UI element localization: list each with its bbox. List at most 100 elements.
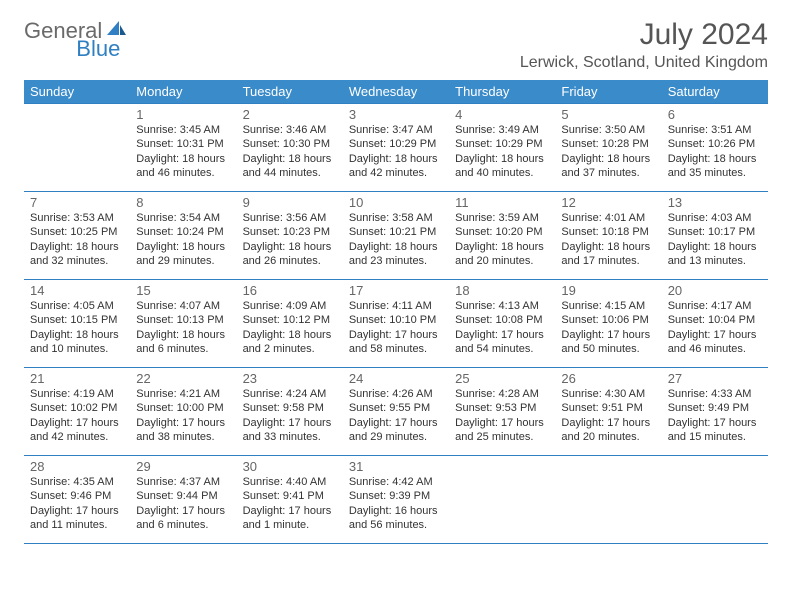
calendar-week-row: 28Sunrise: 4:35 AMSunset: 9:46 PMDayligh… xyxy=(24,456,768,544)
day-info-line: Daylight: 17 hours xyxy=(243,416,337,430)
weekday-header: Thursday xyxy=(449,80,555,104)
day-number: 21 xyxy=(30,371,124,386)
day-info-line: Daylight: 17 hours xyxy=(136,416,230,430)
day-info-line: Sunset: 9:39 PM xyxy=(349,489,443,503)
day-info: Sunrise: 4:15 AMSunset: 10:06 PMDaylight… xyxy=(561,299,655,356)
day-number: 26 xyxy=(561,371,655,386)
calendar-day-cell: 26Sunrise: 4:30 AMSunset: 9:51 PMDayligh… xyxy=(555,368,661,456)
day-number: 13 xyxy=(668,195,762,210)
day-info-line: Sunrise: 3:56 AM xyxy=(243,211,337,225)
day-info-line: Sunset: 10:18 PM xyxy=(561,225,655,239)
day-number: 28 xyxy=(30,459,124,474)
day-info-line: Daylight: 18 hours xyxy=(243,328,337,342)
day-info-line: and 50 minutes. xyxy=(561,342,655,356)
day-info-line: Daylight: 17 hours xyxy=(30,416,124,430)
day-info-line: Daylight: 18 hours xyxy=(561,240,655,254)
day-info-line: and 37 minutes. xyxy=(561,166,655,180)
calendar-table: SundayMondayTuesdayWednesdayThursdayFrid… xyxy=(24,80,768,544)
day-info: Sunrise: 3:54 AMSunset: 10:24 PMDaylight… xyxy=(136,211,230,268)
day-info-line: and 56 minutes. xyxy=(349,518,443,532)
day-info-line: Sunset: 10:12 PM xyxy=(243,313,337,327)
calendar-week-row: 7Sunrise: 3:53 AMSunset: 10:25 PMDayligh… xyxy=(24,192,768,280)
day-info: Sunrise: 4:19 AMSunset: 10:02 PMDaylight… xyxy=(30,387,124,444)
day-info-line: and 26 minutes. xyxy=(243,254,337,268)
day-info-line: Sunset: 10:17 PM xyxy=(668,225,762,239)
day-info-line: Sunset: 9:44 PM xyxy=(136,489,230,503)
day-info-line: Sunrise: 4:03 AM xyxy=(668,211,762,225)
location-subtitle: Lerwick, Scotland, United Kingdom xyxy=(520,54,768,72)
day-info-line: Sunset: 10:31 PM xyxy=(136,137,230,151)
day-info-line: Sunrise: 4:05 AM xyxy=(30,299,124,313)
calendar-day-cell: 31Sunrise: 4:42 AMSunset: 9:39 PMDayligh… xyxy=(343,456,449,544)
day-info-line: Sunrise: 4:11 AM xyxy=(349,299,443,313)
calendar-day-cell: 4Sunrise: 3:49 AMSunset: 10:29 PMDayligh… xyxy=(449,104,555,192)
day-info-line: Daylight: 18 hours xyxy=(561,152,655,166)
day-info-line: Sunset: 10:08 PM xyxy=(455,313,549,327)
day-info-line: and 29 minutes. xyxy=(136,254,230,268)
calendar-day-cell: 23Sunrise: 4:24 AMSunset: 9:58 PMDayligh… xyxy=(237,368,343,456)
day-info-line: Sunset: 10:13 PM xyxy=(136,313,230,327)
day-info-line: Sunrise: 3:54 AM xyxy=(136,211,230,225)
day-info-line: Sunset: 10:04 PM xyxy=(668,313,762,327)
day-info: Sunrise: 4:01 AMSunset: 10:18 PMDaylight… xyxy=(561,211,655,268)
day-info-line: Sunset: 9:55 PM xyxy=(349,401,443,415)
day-info-line: Sunset: 10:29 PM xyxy=(349,137,443,151)
day-number: 31 xyxy=(349,459,443,474)
day-info: Sunrise: 4:21 AMSunset: 10:00 PMDaylight… xyxy=(136,387,230,444)
month-title: July 2024 xyxy=(520,18,768,52)
calendar-day-cell: 16Sunrise: 4:09 AMSunset: 10:12 PMDaylig… xyxy=(237,280,343,368)
calendar-week-row: 1Sunrise: 3:45 AMSunset: 10:31 PMDayligh… xyxy=(24,104,768,192)
weekday-header: Sunday xyxy=(24,80,130,104)
day-info-line: Sunset: 10:25 PM xyxy=(30,225,124,239)
day-info-line: and 58 minutes. xyxy=(349,342,443,356)
day-info-line: Daylight: 18 hours xyxy=(243,152,337,166)
day-info-line: and 33 minutes. xyxy=(243,430,337,444)
brand-logo: General Blue xyxy=(24,18,176,44)
day-info-line: Sunrise: 4:35 AM xyxy=(30,475,124,489)
day-info: Sunrise: 3:46 AMSunset: 10:30 PMDaylight… xyxy=(243,123,337,180)
day-info-line: Daylight: 16 hours xyxy=(349,504,443,518)
day-info-line: and 6 minutes. xyxy=(136,342,230,356)
day-info: Sunrise: 4:30 AMSunset: 9:51 PMDaylight:… xyxy=(561,387,655,444)
day-info-line: and 32 minutes. xyxy=(30,254,124,268)
day-info-line: Sunrise: 4:24 AM xyxy=(243,387,337,401)
day-number: 15 xyxy=(136,283,230,298)
day-info: Sunrise: 4:28 AMSunset: 9:53 PMDaylight:… xyxy=(455,387,549,444)
day-info-line: Sunset: 10:28 PM xyxy=(561,137,655,151)
day-info-line: Sunset: 10:00 PM xyxy=(136,401,230,415)
day-number: 11 xyxy=(455,195,549,210)
day-info-line: Sunset: 9:41 PM xyxy=(243,489,337,503)
day-info-line: Daylight: 18 hours xyxy=(136,240,230,254)
day-info-line: Sunrise: 4:01 AM xyxy=(561,211,655,225)
calendar-day-cell: 2Sunrise: 3:46 AMSunset: 10:30 PMDayligh… xyxy=(237,104,343,192)
day-info-line: and 1 minute. xyxy=(243,518,337,532)
day-info-line: Sunrise: 4:26 AM xyxy=(349,387,443,401)
weekday-header: Monday xyxy=(130,80,236,104)
calendar-empty-cell xyxy=(24,104,130,192)
day-info-line: Sunrise: 3:47 AM xyxy=(349,123,443,137)
weekday-header: Saturday xyxy=(662,80,768,104)
day-info-line: and 38 minutes. xyxy=(136,430,230,444)
day-info: Sunrise: 4:37 AMSunset: 9:44 PMDaylight:… xyxy=(136,475,230,532)
day-info: Sunrise: 4:26 AMSunset: 9:55 PMDaylight:… xyxy=(349,387,443,444)
day-info: Sunrise: 4:07 AMSunset: 10:13 PMDaylight… xyxy=(136,299,230,356)
calendar-day-cell: 19Sunrise: 4:15 AMSunset: 10:06 PMDaylig… xyxy=(555,280,661,368)
day-number: 2 xyxy=(243,107,337,122)
day-number: 22 xyxy=(136,371,230,386)
calendar-empty-cell xyxy=(555,456,661,544)
day-info: Sunrise: 3:49 AMSunset: 10:29 PMDaylight… xyxy=(455,123,549,180)
day-number: 4 xyxy=(455,107,549,122)
day-info-line: Daylight: 18 hours xyxy=(668,152,762,166)
day-info: Sunrise: 3:47 AMSunset: 10:29 PMDaylight… xyxy=(349,123,443,180)
day-info-line: Sunrise: 4:09 AM xyxy=(243,299,337,313)
day-info-line: and 20 minutes. xyxy=(455,254,549,268)
day-info-line: Daylight: 17 hours xyxy=(561,416,655,430)
day-info-line: and 10 minutes. xyxy=(30,342,124,356)
day-info-line: and 11 minutes. xyxy=(30,518,124,532)
day-number: 23 xyxy=(243,371,337,386)
day-info-line: and 42 minutes. xyxy=(349,166,443,180)
day-info-line: Sunset: 10:20 PM xyxy=(455,225,549,239)
day-info-line: Daylight: 17 hours xyxy=(561,328,655,342)
day-info-line: Sunset: 10:26 PM xyxy=(668,137,762,151)
day-number: 19 xyxy=(561,283,655,298)
